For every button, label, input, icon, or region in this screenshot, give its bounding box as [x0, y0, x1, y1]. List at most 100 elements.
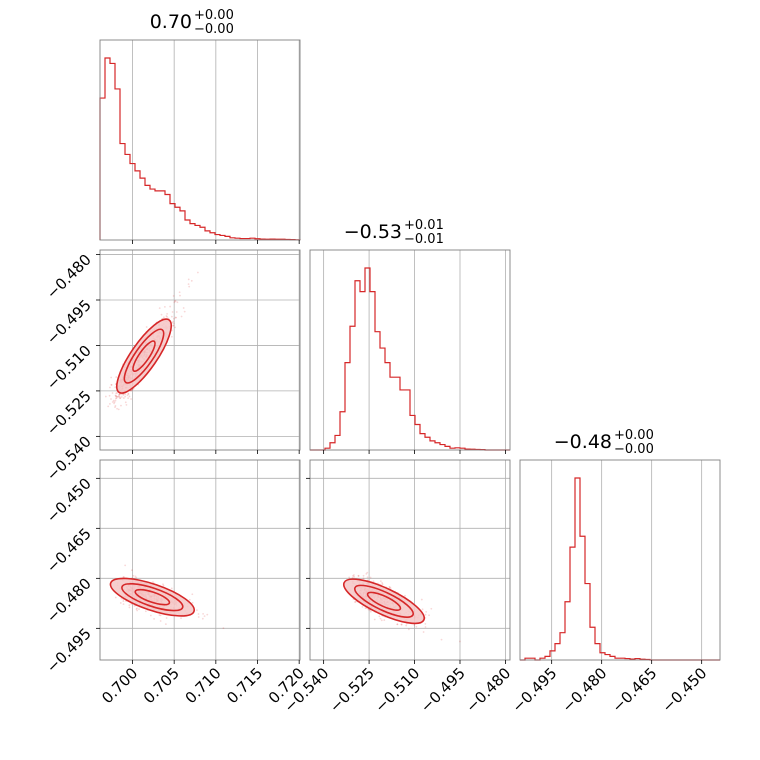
- x-tick-label: −0.495: [417, 664, 469, 716]
- scatter-point: [144, 610, 147, 613]
- scatter-point: [430, 607, 433, 610]
- contour-level-1: [121, 582, 184, 612]
- scatter-point: [421, 608, 424, 611]
- scatter-point: [172, 322, 175, 325]
- title-value: −0.48: [554, 431, 612, 453]
- scatter-point: [362, 577, 365, 580]
- scatter-point: [120, 404, 122, 407]
- scatter-point: [428, 614, 430, 617]
- scatter-point: [396, 623, 399, 626]
- scatter-point: [196, 609, 198, 612]
- scatter-point: [108, 403, 111, 405]
- scatter-point: [176, 301, 179, 304]
- y-tick-label: −0.495: [43, 296, 95, 348]
- scatter-point: [172, 324, 175, 327]
- scatter-point: [165, 617, 168, 619]
- histogram-0: [99, 57, 301, 241]
- scatter-point: [362, 574, 365, 577]
- scatter-point: [396, 623, 399, 626]
- scatter-point: [166, 312, 168, 315]
- scatter-point: [128, 604, 131, 607]
- scatter-point: [126, 394, 129, 397]
- x-tick-label: −0.465: [609, 664, 661, 716]
- title-plus: +0.00: [194, 8, 234, 23]
- scatter-point: [197, 613, 200, 615]
- scatter-point: [172, 324, 175, 327]
- y-tick-label: −0.480: [43, 574, 95, 626]
- scatter-point: [172, 295, 175, 297]
- scatter-point: [135, 608, 138, 611]
- scatter-point: [158, 614, 161, 616]
- scatter-point: [114, 399, 117, 402]
- scatter-point: [160, 313, 163, 316]
- scatter-point: [119, 602, 122, 604]
- scatter-point: [122, 603, 125, 606]
- scatter-point: [107, 405, 110, 408]
- scatter-point: [114, 404, 117, 407]
- scatter-point: [118, 394, 120, 397]
- scatter-point: [115, 392, 118, 395]
- scatter-point: [153, 617, 155, 620]
- scatter-point: [138, 608, 140, 611]
- scatter-point: [115, 395, 118, 398]
- title-minus: −0.00: [614, 442, 654, 457]
- histogram-2: [520, 477, 720, 661]
- scatter-point: [135, 576, 138, 579]
- scatter-point: [110, 398, 112, 400]
- scatter-point: [120, 396, 123, 398]
- scatter-point: [110, 383, 113, 386]
- scatter-point: [114, 386, 117, 389]
- scatter-point: [206, 613, 209, 616]
- scatter-point: [127, 393, 130, 396]
- panel-0-0: [99, 40, 301, 241]
- scatter-point: [372, 580, 375, 583]
- panel-frame: [99, 39, 301, 241]
- scatter-point: [165, 315, 168, 317]
- scatter-point: [380, 619, 383, 622]
- scatter-point: [352, 574, 354, 577]
- scatter-point: [164, 623, 167, 626]
- title-plus: +0.00: [614, 428, 654, 443]
- scatter-point: [175, 311, 178, 313]
- scatter-point: [379, 617, 382, 620]
- scatter-point: [197, 616, 200, 618]
- panel-2-1: [310, 460, 510, 660]
- scatter-point: [174, 316, 177, 319]
- scatter-point: [354, 600, 357, 603]
- scatter-point: [180, 617, 182, 620]
- title-value: 0.70: [150, 11, 192, 33]
- scatter-point: [378, 615, 381, 618]
- scatter-point: [115, 376, 118, 378]
- contour-level-0: [342, 578, 426, 625]
- scatter-point: [128, 395, 131, 398]
- scatter-point: [182, 307, 185, 309]
- scatter-point: [119, 393, 121, 396]
- scatter-point: [422, 631, 425, 633]
- scatter-point: [407, 628, 410, 631]
- scatter-point: [114, 596, 117, 599]
- panel-1-1: [310, 250, 510, 451]
- x-tick-label: 0.715: [223, 664, 266, 707]
- scatter-point: [114, 394, 117, 397]
- panel-2-0: [100, 460, 300, 660]
- panel-title-1: −0.53 +0.01−0.01: [344, 218, 444, 247]
- scatter-point: [116, 395, 119, 398]
- scatter-point: [354, 601, 356, 603]
- scatter-point: [109, 386, 111, 389]
- x-tick-label: −0.510: [371, 664, 423, 716]
- scatter-point: [424, 622, 427, 625]
- y-tick-label: −0.465: [43, 524, 95, 576]
- scatter-point: [127, 397, 130, 399]
- scatter-point: [163, 316, 165, 319]
- scatter-point: [124, 564, 127, 567]
- scatter-point: [191, 601, 194, 604]
- scatter-point: [114, 406, 116, 409]
- scatter-point: [132, 574, 135, 577]
- scatter-point: [405, 624, 408, 627]
- scatter-point: [125, 403, 128, 406]
- scatter-point: [166, 316, 169, 318]
- contour-level-1: [353, 584, 415, 618]
- scatter-point: [122, 394, 125, 396]
- scatter-point: [381, 583, 384, 586]
- scatter-point: [110, 376, 113, 379]
